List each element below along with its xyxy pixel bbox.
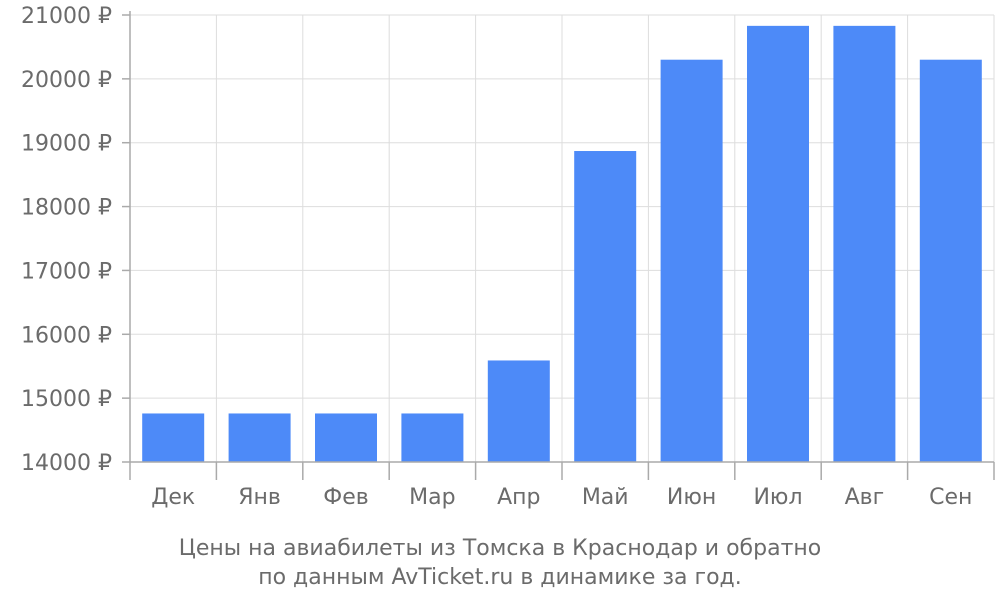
axes <box>122 11 995 480</box>
chart-caption-line-1: Цены на авиабилеты из Томска в Краснодар… <box>179 536 821 561</box>
y-tick-label: 16000 ₽ <box>21 323 112 348</box>
bar <box>833 25 896 463</box>
x-tick-label: Фев <box>323 485 368 510</box>
x-tick-label: Июл <box>753 485 802 510</box>
x-tick-label: Апр <box>497 485 540 510</box>
x-tick-label: Янв <box>238 485 281 510</box>
bar <box>919 59 982 462</box>
bar <box>487 360 550 462</box>
y-tick-label: 18000 ₽ <box>21 196 112 221</box>
bar <box>315 413 377 462</box>
x-tick-label: Сен <box>929 485 972 510</box>
bar <box>660 59 723 462</box>
bar <box>228 413 291 462</box>
y-tick-label: 17000 ₽ <box>21 259 112 284</box>
y-tick-label: 15000 ₽ <box>21 387 112 412</box>
y-tick-labels: 14000 ₽ 15000 ₽ 16000 ₽ 17000 ₽ 18000 ₽ 19000… <box>21 4 112 476</box>
y-tick-label: 21000 ₽ <box>21 4 112 29</box>
x-tick-label: Июн <box>667 485 716 510</box>
bar <box>747 25 809 463</box>
y-tick-label: 20000 ₽ <box>21 68 112 93</box>
x-tick-label: Дек <box>151 485 195 510</box>
x-tick-label: Мар <box>409 485 455 510</box>
bar <box>142 413 205 462</box>
bars <box>142 25 982 463</box>
grid <box>129 14 995 463</box>
x-tick-label: Май <box>582 485 629 510</box>
x-tick-label: Авг <box>845 485 885 510</box>
y-tick-label: 19000 ₽ <box>21 132 112 157</box>
x-tick-labels: Дек Янв Фев Мар Апр Май Июн Июл Авг Сен <box>151 485 972 510</box>
chart-caption-line-2: по данным AvTicket.ru в динамике за год. <box>258 565 742 590</box>
bar <box>574 151 637 462</box>
bar <box>401 413 464 462</box>
y-tick-label: 14000 ₽ <box>21 451 112 476</box>
